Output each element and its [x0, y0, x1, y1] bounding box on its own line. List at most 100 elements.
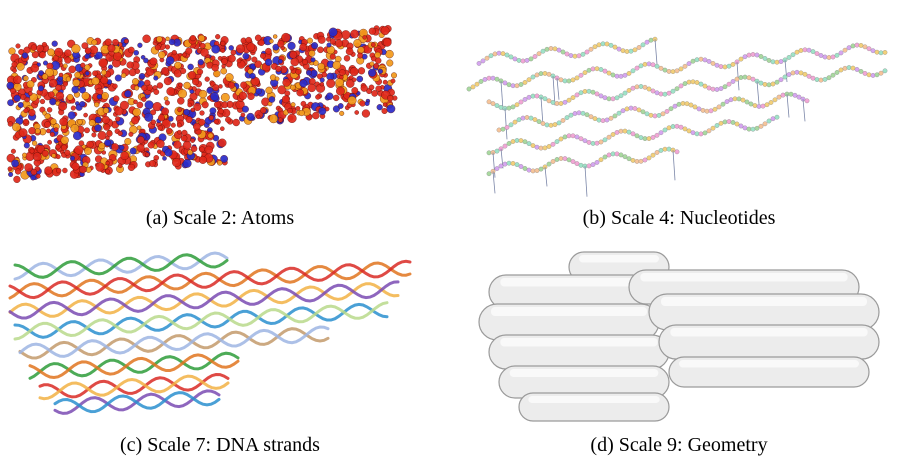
nucleotide — [494, 166, 500, 171]
nucleotide — [592, 44, 598, 50]
atom — [173, 140, 182, 149]
atom — [84, 53, 90, 60]
nucleotide — [562, 156, 568, 161]
nucleotide — [766, 82, 772, 88]
atom — [200, 48, 209, 57]
atom — [177, 129, 182, 135]
caption-atoms: (a) Scale 2: Atoms — [145, 207, 295, 229]
nucleotide — [746, 52, 752, 58]
atom — [287, 41, 296, 51]
nucleotide — [608, 42, 614, 48]
atom — [281, 95, 290, 104]
nucleotide — [564, 115, 570, 120]
atom — [74, 145, 84, 155]
nucleotide — [632, 47, 638, 53]
atom — [136, 143, 145, 153]
atom — [144, 79, 151, 87]
nucleotide — [544, 46, 550, 52]
nucleotide — [814, 51, 820, 56]
nucleotide — [526, 94, 532, 100]
atom — [289, 50, 298, 59]
nucleotide — [674, 86, 680, 92]
atom — [187, 63, 194, 71]
nucleotide — [586, 140, 592, 145]
atom — [156, 82, 164, 89]
nucleotide — [616, 46, 622, 52]
atom — [208, 115, 214, 121]
nucleotide — [682, 63, 688, 69]
nucleotide — [556, 47, 562, 53]
atom — [86, 140, 94, 149]
atom — [131, 78, 139, 86]
crossover-line — [756, 81, 760, 105]
atom — [161, 107, 170, 116]
atom — [49, 131, 55, 137]
nucleotide — [670, 69, 676, 74]
atom — [41, 41, 48, 48]
nucleotide — [594, 66, 600, 72]
nucleotide — [624, 49, 630, 54]
atom — [144, 152, 150, 157]
nucleotide — [854, 67, 860, 72]
nucleotide — [522, 166, 528, 171]
atom — [112, 83, 118, 89]
cylinder-highlight — [509, 369, 659, 377]
nucleotide — [654, 90, 660, 96]
atom — [317, 46, 324, 54]
nucleotide — [696, 106, 702, 112]
atom — [12, 122, 21, 132]
dna-strand — [53, 391, 221, 414]
atom — [22, 152, 27, 158]
nucleotide — [614, 73, 620, 79]
atom — [277, 40, 285, 48]
atom — [134, 85, 140, 91]
atom — [8, 171, 14, 177]
dna-strand — [13, 253, 229, 279]
crossover-line — [492, 152, 496, 178]
nucleotide — [682, 126, 688, 132]
nucleotide — [494, 76, 500, 82]
atom — [101, 92, 109, 100]
atom — [114, 106, 124, 116]
nucleotide — [534, 72, 540, 78]
atom — [47, 139, 52, 145]
atom — [217, 138, 227, 148]
nucleotide — [618, 128, 624, 134]
nucleotide — [702, 83, 708, 89]
crossover-line — [556, 77, 560, 100]
nucleotide — [514, 83, 520, 89]
atom — [71, 44, 81, 54]
nucleotide — [664, 109, 670, 114]
nucleotide — [628, 105, 634, 111]
nucleotide — [714, 62, 720, 68]
atom — [192, 122, 201, 131]
atom — [204, 76, 210, 82]
atom — [55, 144, 61, 150]
nucleotide — [570, 77, 576, 83]
atom — [373, 63, 380, 69]
nucleotide — [776, 94, 782, 100]
nucleotide — [558, 101, 564, 106]
nucleotide — [792, 92, 798, 98]
nucleotide — [512, 56, 518, 62]
nucleotide — [552, 46, 558, 52]
nucleotide — [602, 95, 608, 101]
atom — [259, 53, 266, 59]
nucleotide — [502, 143, 508, 149]
dna-strand — [28, 351, 240, 380]
nucleotide — [562, 99, 568, 105]
atom — [24, 163, 33, 172]
atom — [124, 38, 129, 44]
nucleotide — [716, 104, 722, 110]
atom — [188, 70, 197, 80]
nucleotide — [766, 58, 772, 63]
nucleotide — [616, 110, 622, 116]
atom — [128, 131, 134, 137]
nucleotide — [566, 133, 572, 139]
nucleotide — [574, 134, 580, 140]
nucleotide — [490, 101, 496, 106]
nucleotide — [706, 59, 712, 64]
nucleotide — [732, 96, 738, 102]
atom — [8, 47, 16, 55]
atom — [57, 56, 63, 62]
